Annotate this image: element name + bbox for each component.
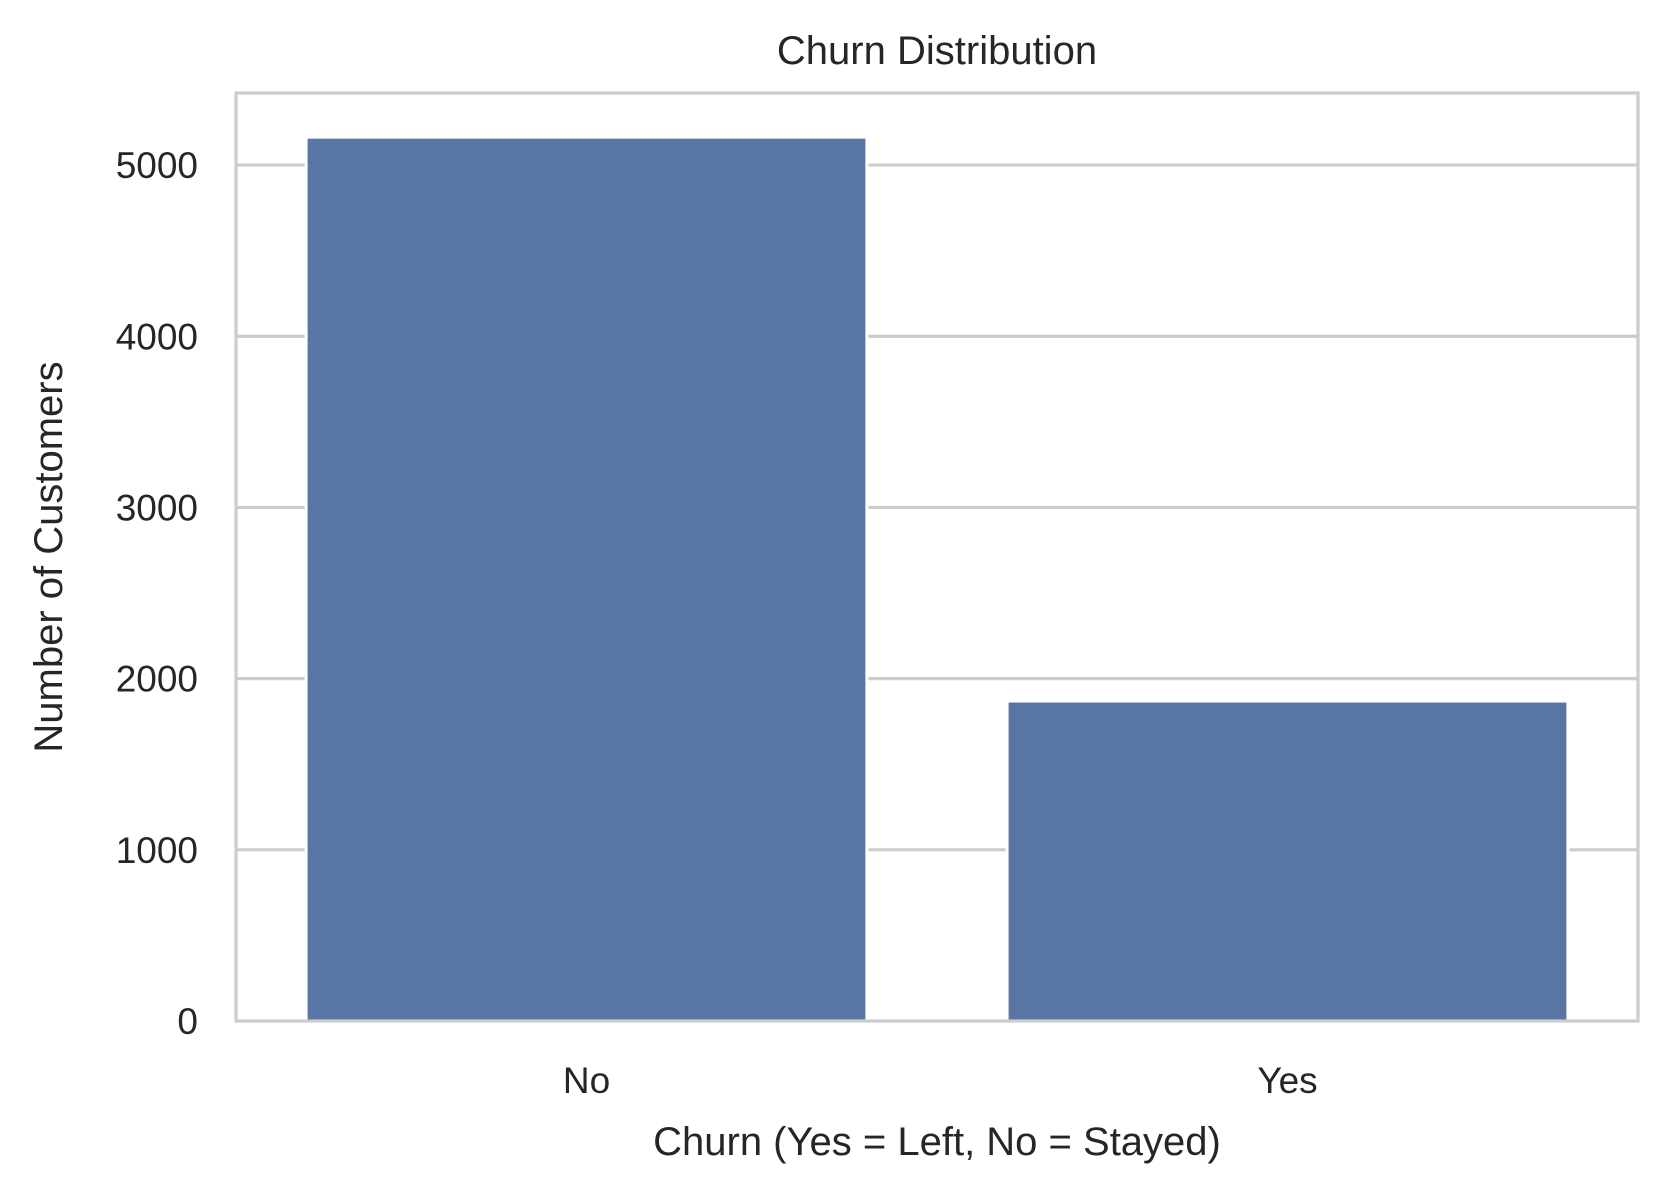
x-tick-label-yes: Yes — [1257, 1060, 1317, 1101]
x-tick-label-no: No — [563, 1060, 610, 1101]
chart-title: Churn Distribution — [777, 29, 1097, 73]
y-tick-label-3000: 3000 — [116, 487, 198, 528]
y-tick-label-5000: 5000 — [116, 145, 198, 186]
y-tick-labels: 0 1000 2000 3000 4000 5000 — [116, 145, 198, 1042]
bar-no — [304, 135, 869, 1023]
x-tick-labels: No Yes — [563, 1060, 1318, 1101]
y-axis-label: Number of Customers — [27, 361, 71, 752]
bar-yes — [1005, 699, 1570, 1023]
y-tick-label-1000: 1000 — [116, 830, 198, 871]
y-tick-label-4000: 4000 — [116, 316, 198, 357]
y-tick-label-2000: 2000 — [116, 659, 198, 700]
plot-frame — [234, 91, 1640, 1023]
y-tick-label-0: 0 — [177, 1001, 198, 1042]
bars — [304, 135, 1570, 1023]
x-axis-label: Churn (Yes = Left, No = Stayed) — [653, 1120, 1221, 1164]
